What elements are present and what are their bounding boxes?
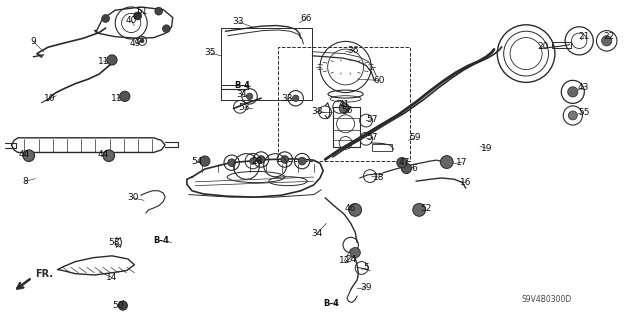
- Bar: [278, 47, 410, 161]
- Text: B-4: B-4: [324, 299, 339, 308]
- Text: 20: 20: [537, 42, 548, 51]
- Text: 40: 40: [125, 16, 137, 25]
- Circle shape: [228, 159, 236, 167]
- Text: 35: 35: [204, 48, 216, 57]
- Circle shape: [118, 301, 127, 310]
- Text: 11: 11: [111, 94, 122, 103]
- Circle shape: [349, 204, 362, 216]
- Text: 43: 43: [578, 83, 589, 92]
- Circle shape: [292, 95, 299, 101]
- Text: 34: 34: [311, 229, 323, 238]
- Text: 22: 22: [604, 32, 615, 41]
- Circle shape: [246, 93, 253, 100]
- Text: 46: 46: [345, 204, 356, 213]
- Text: 47: 47: [399, 158, 410, 167]
- Circle shape: [401, 163, 412, 174]
- Circle shape: [200, 156, 210, 166]
- Text: 53: 53: [108, 238, 120, 247]
- Text: 53: 53: [239, 103, 250, 112]
- Text: 60: 60: [373, 76, 385, 85]
- Text: 57: 57: [367, 133, 378, 142]
- Text: 56: 56: [341, 106, 353, 115]
- Text: 30: 30: [127, 193, 139, 202]
- Text: 28: 28: [252, 157, 263, 166]
- Text: 18: 18: [373, 173, 385, 182]
- Circle shape: [413, 204, 426, 216]
- Circle shape: [107, 55, 117, 65]
- Circle shape: [568, 111, 577, 120]
- Bar: [372, 144, 392, 151]
- Text: 19: 19: [481, 144, 492, 153]
- Text: B-4: B-4: [154, 236, 169, 245]
- Text: 9: 9: [31, 37, 36, 46]
- Text: 44: 44: [98, 150, 109, 159]
- Circle shape: [155, 7, 163, 15]
- Circle shape: [602, 36, 612, 46]
- Text: 11: 11: [98, 57, 109, 66]
- Text: 36: 36: [348, 46, 359, 55]
- Circle shape: [397, 158, 407, 168]
- Text: 17: 17: [456, 158, 468, 167]
- Text: 21: 21: [578, 32, 589, 41]
- Text: 55: 55: [578, 108, 589, 117]
- Text: 24: 24: [345, 256, 356, 264]
- Text: 59: 59: [409, 133, 420, 142]
- Circle shape: [350, 248, 360, 258]
- Text: 16: 16: [460, 178, 472, 187]
- Circle shape: [568, 87, 578, 97]
- Circle shape: [140, 39, 144, 43]
- Text: FR.: FR.: [35, 269, 53, 279]
- Text: 31: 31: [236, 90, 248, 99]
- Circle shape: [339, 103, 349, 114]
- Text: 54: 54: [191, 157, 203, 166]
- Text: 51: 51: [136, 7, 148, 16]
- Circle shape: [257, 156, 265, 163]
- Text: 50: 50: [113, 301, 124, 310]
- Text: 66: 66: [300, 14, 312, 23]
- Text: 57: 57: [367, 115, 378, 124]
- Circle shape: [281, 156, 289, 163]
- Bar: [552, 42, 571, 48]
- Circle shape: [120, 91, 130, 101]
- Circle shape: [440, 156, 453, 168]
- Circle shape: [298, 157, 306, 165]
- Circle shape: [23, 150, 35, 161]
- Circle shape: [102, 15, 109, 22]
- Text: 10: 10: [44, 94, 56, 103]
- Circle shape: [250, 158, 256, 164]
- Text: 44: 44: [19, 150, 30, 159]
- Text: 39: 39: [360, 283, 372, 292]
- Text: 33: 33: [281, 94, 292, 103]
- Text: 41: 41: [339, 100, 350, 109]
- Text: 14: 14: [106, 273, 118, 282]
- Text: 49: 49: [130, 39, 141, 48]
- Circle shape: [163, 25, 170, 33]
- Circle shape: [103, 150, 115, 161]
- Text: 6: 6: [412, 164, 417, 173]
- Text: 8: 8: [23, 177, 28, 186]
- Text: 12: 12: [339, 256, 350, 265]
- Text: 33: 33: [232, 17, 244, 26]
- Text: 5: 5: [364, 263, 369, 272]
- Text: 38: 38: [311, 107, 323, 116]
- Text: 52: 52: [420, 204, 431, 213]
- Circle shape: [134, 12, 141, 20]
- Text: S9V4B0300D: S9V4B0300D: [522, 295, 572, 304]
- Text: B-4: B-4: [234, 81, 250, 90]
